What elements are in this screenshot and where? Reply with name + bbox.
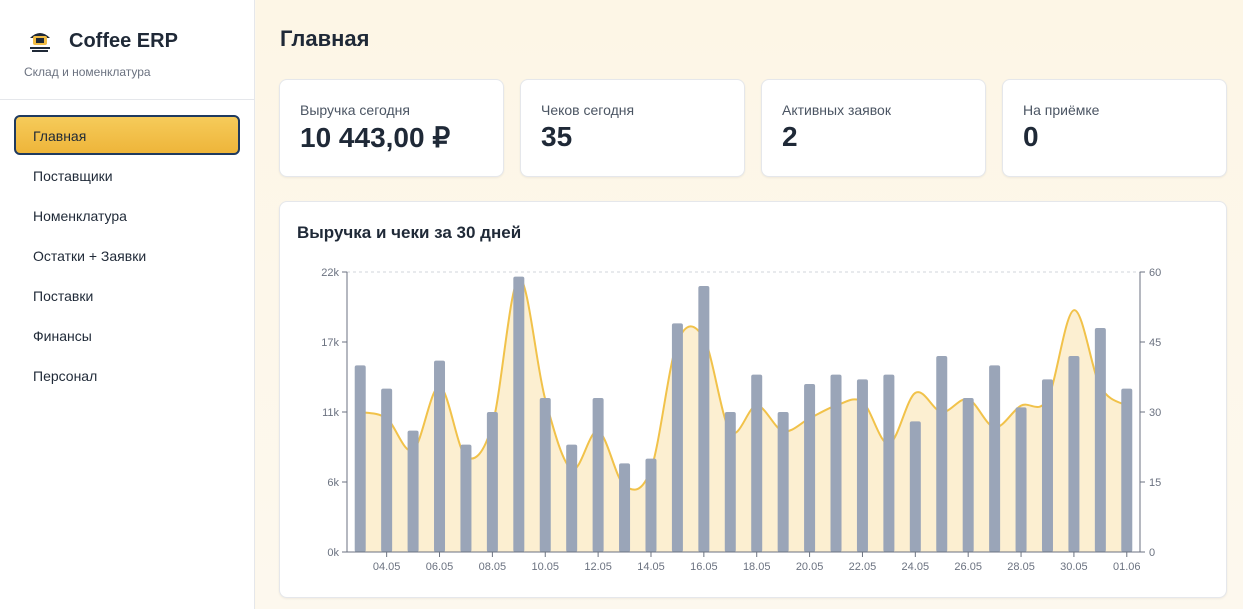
x-tick-label: 18.05 [743,561,771,573]
sidebar-item-finance[interactable]: Финансы [33,328,92,344]
bar-receipts-28.05 [1015,407,1027,552]
bar-receipts-13.05 [619,463,631,552]
y-right-tick-label: 0 [1149,547,1155,559]
bar-receipts-10.05 [539,398,551,552]
y-left-tick-label: 6k [327,477,339,489]
bar-receipts-27.05 [989,365,1001,552]
sidebar-item-stock-requests[interactable]: Остатки + Заявки [33,248,147,264]
sidebar: Coffee ERP Склад и номенклатура Главная … [0,0,255,609]
bar-receipts-23.05 [883,374,895,552]
stat-label: На приёмке [1023,102,1100,118]
y-right-tick-label: 30 [1149,407,1161,419]
sidebar-item-deliveries[interactable]: Поставки [33,288,94,304]
bar-receipts-31.05 [1094,328,1106,552]
y-left-tick-label: 11k [322,407,339,419]
bar-receipts-22.05 [856,379,868,552]
revenue-area [360,278,1127,552]
bar-receipts-24.05 [909,421,921,552]
main-area: Главная Выручка сегодня 10 443,00 ₽ Чеко… [256,0,1243,609]
bar-receipts-19.05 [777,412,789,552]
bar-receipts-09.05 [513,276,525,552]
bar-receipts-11.05 [566,444,578,552]
bar-receipts-12.05 [592,398,604,552]
stat-card-active-requests: Активных заявок 2 [761,79,986,177]
x-tick-label: 30.05 [1060,561,1088,573]
x-tick-label: 12.05 [584,561,612,573]
stat-value: 2 [782,121,798,152]
x-tick-label: 06.05 [426,561,454,573]
x-tick-label: 26.05 [954,561,982,573]
bar-receipts-15.05 [671,323,683,552]
bar-receipts-04.05 [381,388,393,552]
bar-receipts-18.05 [751,374,763,552]
bar-receipts-25.05 [936,356,948,552]
stat-card-receiving: На приёмке 0 [1002,79,1227,177]
stat-card-receipts: Чеков сегодня 35 [520,79,745,177]
bar-receipts-29.05 [1041,379,1053,552]
app-title: Coffee ERP [69,29,178,52]
stat-value: 35 [541,121,573,152]
page-title: Главная [280,26,370,51]
stat-label: Активных заявок [782,102,891,118]
x-tick-label: 08.05 [479,561,507,573]
sidebar-item-suppliers[interactable]: Поставщики [33,168,113,184]
bar-receipts-26.05 [962,398,974,552]
bar-receipts-30.05 [1068,356,1080,552]
bar-receipts-03.05 [354,365,366,552]
y-left-tick-label: 0k [327,547,339,559]
x-tick-label: 01.06 [1113,561,1141,573]
revenue-receipts-chart: 0k 6k 11k 17k 22k 0 15 30 45 60 04.05 06.05 08.05 10.… [321,267,1161,573]
bar-receipts-08.05 [486,412,498,552]
y-left-tick-label: 17k [321,337,339,349]
x-tick-label: 14.05 [637,561,665,573]
sidebar-item-home[interactable]: Главная [14,115,240,155]
y-left-tick-label: 22k [321,267,339,279]
coffee-logo-icon [24,26,56,56]
brand-block: Coffee ERP Склад и номенклатура [0,0,254,100]
stat-label: Чеков сегодня [541,102,635,118]
x-tick-label: 16.05 [690,561,718,573]
chart-title: Выручка и чеки за 30 дней [297,223,522,242]
y-right-tick-label: 45 [1149,337,1161,349]
x-tick-label: 24.05 [902,561,930,573]
stat-value: 0 [1023,121,1039,152]
app-subtitle: Склад и номенклатура [24,65,151,79]
x-tick-label: 20.05 [796,561,824,573]
bar-receipts-05.05 [407,430,419,552]
y-right-tick-label: 15 [1149,477,1161,489]
bar-receipts-06.05 [434,360,446,552]
bar-receipts-21.05 [830,374,842,552]
bar-receipts-20.05 [804,384,816,552]
stat-value: 10 443,00 ₽ [300,122,451,153]
sidebar-item-nomenclature[interactable]: Номенклатура [33,208,127,224]
x-tick-label: 22.05 [849,561,877,573]
bar-receipts-07.05 [460,444,472,552]
sidebar-nav: Главная Поставщики Номенклатура Остатки … [0,100,254,395]
sidebar-item-staff[interactable]: Персонал [33,368,98,384]
bar-receipts-17.05 [724,412,736,552]
bar-receipts-16.05 [698,286,710,552]
x-tick-label: 10.05 [531,561,559,573]
x-tick-label: 04.05 [373,561,401,573]
chart-card: Выручка и чеки за 30 дней 0k 6k 11k 17k 22k 0… [279,201,1227,598]
stat-label: Выручка сегодня [300,102,410,118]
x-tick-label: 28.05 [1007,561,1035,573]
bar-receipts-01.06 [1121,388,1133,552]
stat-card-revenue: Выручка сегодня 10 443,00 ₽ [279,79,504,177]
bar-receipts-14.05 [645,458,657,552]
y-right-tick-label: 60 [1149,267,1161,279]
